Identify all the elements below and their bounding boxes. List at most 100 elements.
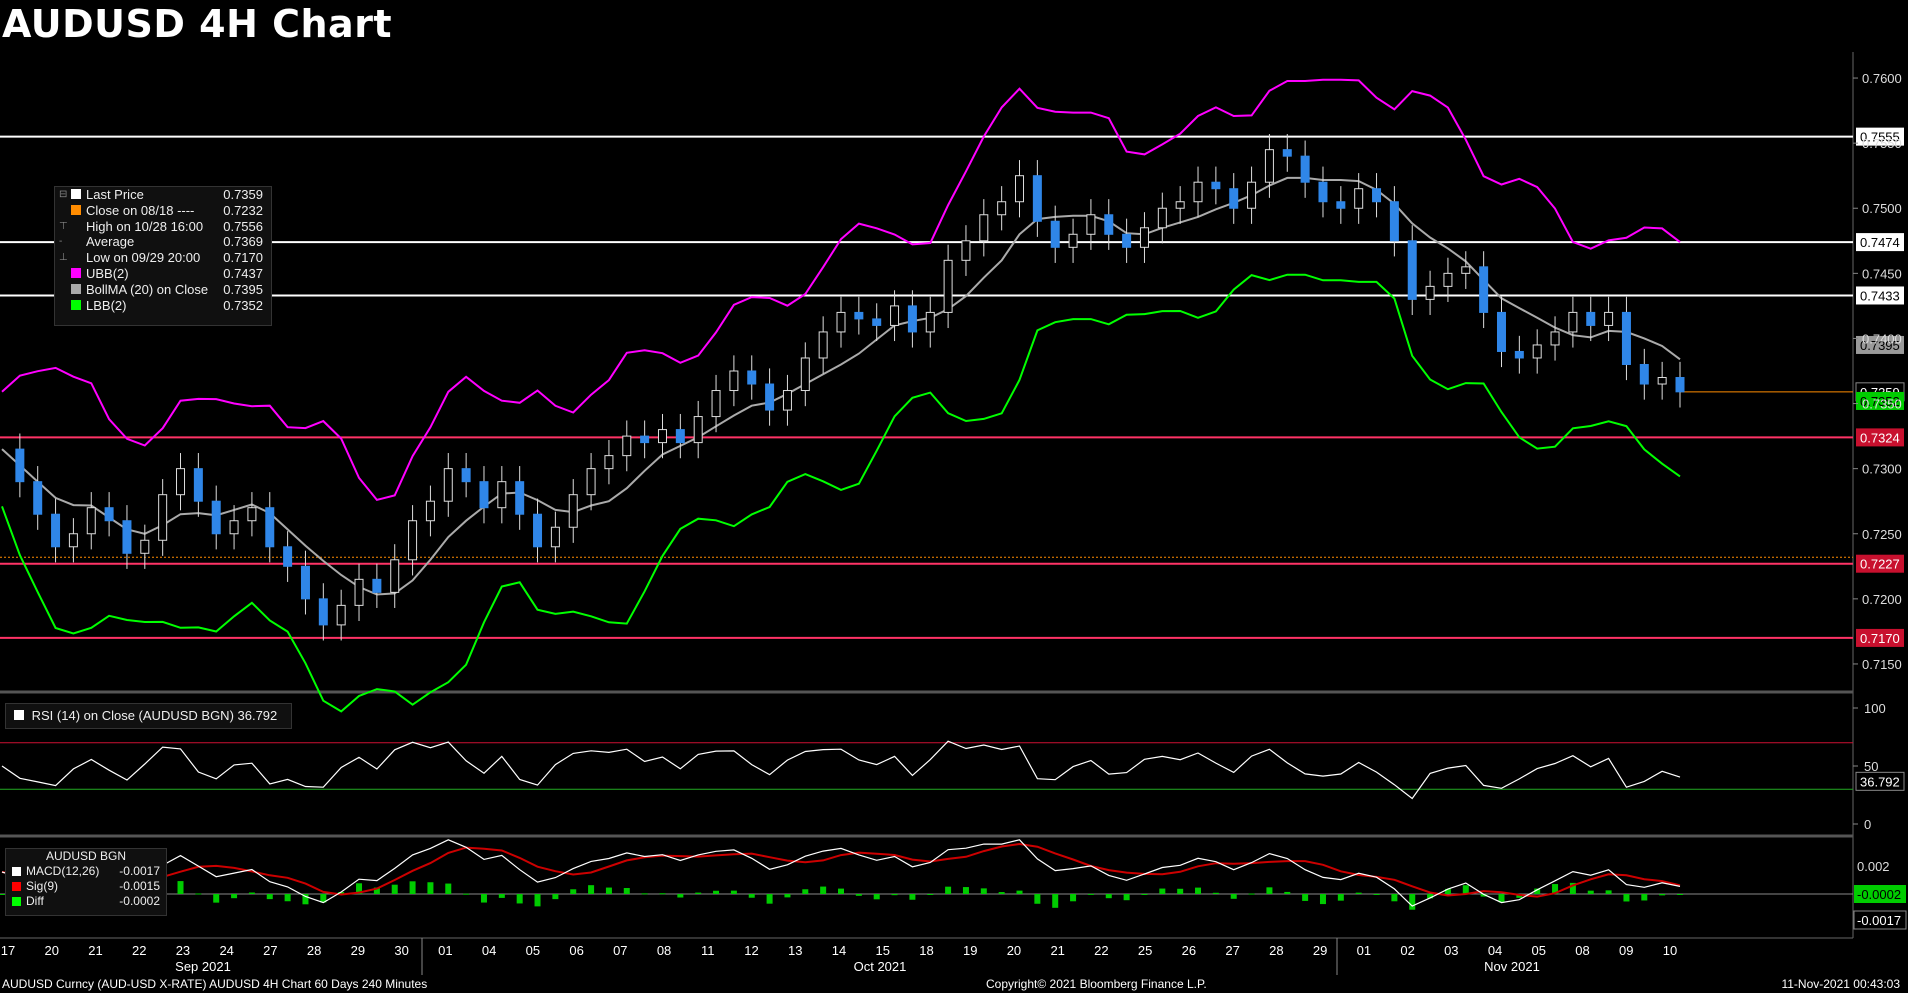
- legend-row: UBB(2) 0.7437: [55, 266, 271, 282]
- candle-body: [497, 481, 507, 509]
- legend-swatch: [71, 299, 81, 310]
- macd-histogram-bar: [873, 894, 880, 900]
- time-tick-label: 08: [1575, 943, 1589, 958]
- legend-value: 0.7395: [223, 281, 263, 297]
- legend-label: High on 10/28 16:00: [86, 218, 204, 234]
- candle-body: [1604, 311, 1614, 326]
- axis-tag-label-ma: 0.7395: [1860, 338, 1900, 353]
- legend-value: 0.7556: [223, 218, 263, 234]
- time-tick-label: 24: [219, 943, 233, 958]
- candle-body: [765, 383, 775, 411]
- time-tick-label: 21: [88, 943, 102, 958]
- candle-body: [979, 214, 989, 242]
- candle-body: [1336, 201, 1346, 209]
- candle-body: [1443, 272, 1453, 287]
- macd-legend-row: Sig(9) -0.0015: [6, 879, 166, 894]
- time-tick-label: 04: [482, 943, 496, 958]
- time-tick-label: 01: [438, 943, 452, 958]
- time-tick-label: 14: [832, 943, 846, 958]
- macd-histogram-bar: [1034, 894, 1041, 904]
- macd-histogram-bar: [1141, 894, 1148, 895]
- time-tick-label: 22: [132, 943, 146, 958]
- candle-body: [1425, 285, 1435, 300]
- candle-body: [533, 513, 543, 548]
- candle-body: [1050, 220, 1060, 248]
- candle-body: [657, 429, 667, 444]
- macd-histogram-bar: [338, 892, 345, 894]
- price-tick-label: 0.7150: [1862, 657, 1902, 672]
- macd-legend-swatch: [12, 882, 21, 891]
- macd-histogram-bar: [1230, 894, 1237, 899]
- macd-legend: AUDUSD BGN MACD(12,26) -0.0017 Sig(9) -0.001…: [5, 848, 167, 916]
- macd-histogram-bar: [1105, 894, 1112, 899]
- candle-body: [265, 507, 275, 548]
- macd-histogram-bar: [1623, 894, 1630, 902]
- macd-histogram-bar: [534, 894, 541, 907]
- time-tick-label: 04: [1488, 943, 1502, 958]
- macd-line: [1, 839, 1681, 907]
- macd-legend-swatch: [12, 867, 21, 876]
- macd-histogram-bar: [1302, 894, 1309, 901]
- axis-tag-bg-ma: [1856, 335, 1904, 354]
- macd-histogram-bar: [570, 889, 577, 894]
- time-axis-layer: 17 20 21 22 23 24 27 28 29 30 01 04 05 06 07 08 11 12 13 14…: [1, 938, 1677, 975]
- macd-tick-label: -0.0017: [1857, 913, 1901, 928]
- candle-body: [1264, 149, 1274, 183]
- candle-body: [1479, 266, 1489, 313]
- footer-timestamp: 11-Nov-2021 00:43:03: [1781, 977, 1900, 991]
- candle-body: [300, 565, 310, 600]
- macd-histogram-bar: [605, 887, 612, 894]
- legend-row: ⊤ High on 10/28 16:00 0.7556: [55, 219, 271, 235]
- candle-body: [158, 494, 168, 541]
- level-tag-bg: [1856, 554, 1904, 573]
- macd-histogram-bar: [1195, 887, 1202, 894]
- macd-histogram-bar: [498, 894, 505, 898]
- candle-body: [51, 513, 61, 548]
- time-tick-label: 11: [701, 943, 715, 958]
- rsi-legend: RSI (14) on Close (AUDUSD BGN) 36.792: [5, 703, 292, 729]
- time-tick-label: 19: [963, 943, 977, 958]
- macd-histogram-bar: [248, 892, 255, 894]
- macd-histogram-bar: [266, 894, 273, 900]
- horizontal-lines-layer: 0.75550.74740.74330.73240.72270.71700.73…: [0, 127, 1905, 647]
- macd-histogram-bar: [1319, 894, 1326, 905]
- macd-tick-label: -0.0002: [1857, 887, 1901, 902]
- macd-histogram-bar: [1534, 888, 1541, 894]
- month-label: Nov 2021: [1484, 959, 1540, 974]
- time-tick-label: 27: [1225, 943, 1239, 958]
- candle-body: [1354, 188, 1364, 209]
- candle-body: [1193, 181, 1203, 203]
- legend-mark: ⊤: [59, 220, 68, 232]
- macd-histogram-bar: [552, 894, 559, 900]
- macd-histogram-bar: [195, 893, 202, 895]
- legend-swatch: [71, 267, 81, 278]
- footer-copyright: Copyright© 2021 Bloomberg Finance L.P.: [986, 977, 1207, 991]
- macd-histogram-bar: [1569, 882, 1576, 894]
- axis-tag-bg-lbb: [1856, 391, 1904, 410]
- candle-body: [943, 259, 953, 313]
- candle-body: [479, 481, 489, 509]
- legend-label: Last Price: [86, 187, 144, 202]
- legend-swatch: [71, 283, 81, 294]
- macd-histogram-bar: [1516, 894, 1523, 898]
- macd-histogram-bar: [177, 881, 184, 894]
- candle-body: [15, 448, 25, 483]
- candle-body: [68, 533, 78, 548]
- candle-body: [1461, 266, 1471, 274]
- macd-histogram-bar: [1587, 890, 1594, 894]
- footer-source: AUDUSD Curncy (AUD-USD X-RATE) AUDUSD 4H…: [2, 977, 428, 991]
- macd-histogram-bar: [463, 893, 470, 895]
- legend-label: Low on 09/29 20:00: [86, 250, 201, 266]
- macd-legend-value: -0.0015: [119, 879, 160, 893]
- macd-histogram-bar: [784, 894, 791, 898]
- macd-histogram-bar: [480, 894, 487, 903]
- legend-label: UBB(2): [86, 265, 129, 281]
- level-tag-label: 0.7433: [1860, 288, 1900, 303]
- time-tick-label: 01: [1357, 943, 1371, 958]
- legend-row: Close on 08/18 ---- 0.7232: [55, 203, 271, 219]
- price-tick-label: 0.7550: [1862, 136, 1902, 151]
- macd-legend-label: Diff: [26, 894, 44, 908]
- time-tick-label: 22: [1094, 943, 1108, 958]
- macd-histogram-bar: [998, 892, 1005, 894]
- candle-body: [1068, 233, 1078, 248]
